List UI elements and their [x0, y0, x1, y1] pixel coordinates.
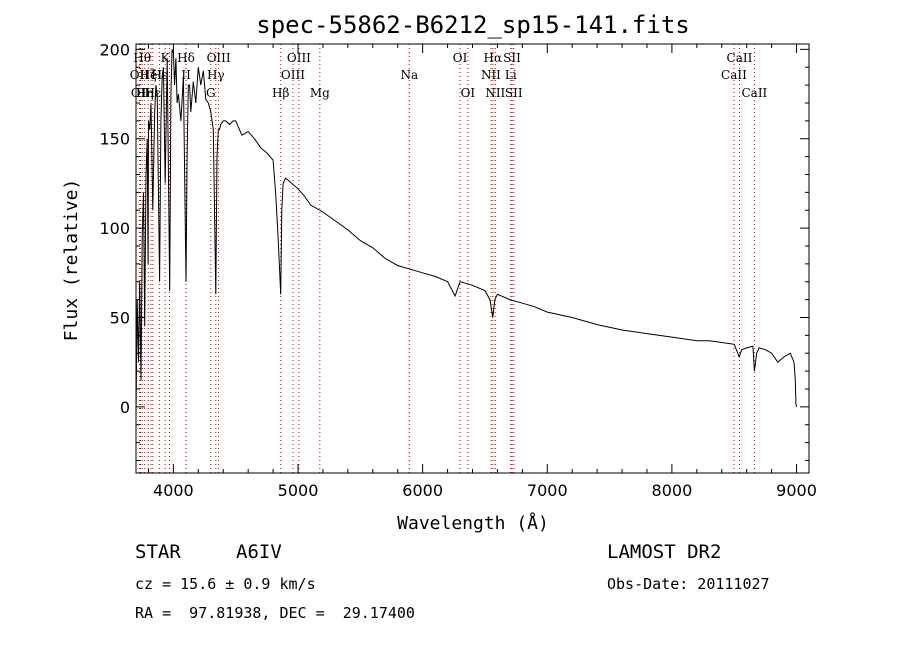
y-axis-label: Flux (relative): [61, 179, 82, 342]
line-label: Hε: [144, 86, 161, 100]
line-label: Hθ: [133, 51, 151, 65]
line-label: Hε: [151, 68, 168, 82]
chart-title: spec-55862-B6212_sp15-141.fits: [256, 11, 689, 39]
line-label: CaII: [727, 51, 753, 65]
y-tick-label: 50: [110, 308, 130, 327]
x-tick-label: 6000: [402, 481, 443, 500]
y-tick-label: 0: [120, 398, 130, 417]
object-class: STAR: [135, 541, 181, 563]
line-label: CaII: [741, 86, 767, 100]
line-label: NII: [485, 86, 505, 100]
x-tick-label: 5000: [278, 481, 319, 500]
line-label: II: [181, 68, 191, 82]
line-label: OII: [130, 68, 150, 82]
line-label: HeI: [140, 68, 163, 82]
line-label: Hζ: [140, 68, 157, 82]
sky-coordinates: RA = 97.81938, DEC = 29.17400: [135, 604, 415, 622]
axis-ticks: 4000 5000 6000 7000 8000 9000 0 50 100 150 200: [99, 40, 816, 500]
x-tick-label: 8000: [652, 481, 693, 500]
plot-frame: [135, 43, 810, 474]
line-label: Na: [400, 68, 418, 82]
x-axis-label: Wavelength (Å): [397, 512, 549, 534]
spectral-subclass: A6IV: [236, 541, 282, 563]
line-label: K: [161, 51, 171, 65]
line-label: OI: [461, 86, 476, 100]
x-tick-label: 7000: [527, 481, 568, 500]
line-label: SII: [505, 86, 523, 100]
line-label: OIII: [207, 51, 231, 65]
line-marker-layer: [138, 44, 755, 473]
line-label: SII: [503, 51, 521, 65]
y-tick-label: 200: [99, 40, 130, 59]
survey-release: LAMOST DR2: [607, 541, 722, 563]
observation-date: Obs-Date: 20111027: [607, 575, 770, 593]
x-tick-label: 9000: [776, 481, 817, 500]
y-tick-label: 100: [99, 219, 130, 238]
line-label: Hδ: [177, 51, 195, 65]
line-label: Li: [505, 68, 517, 82]
line-label: Hα: [484, 51, 503, 65]
line-label: Hβ: [272, 86, 289, 100]
line-label: G: [206, 86, 216, 100]
redshift-value: cz = 15.6 ± 0.9 km/s: [135, 575, 316, 593]
line-label: OI: [453, 51, 468, 65]
line-label: Hη: [136, 86, 154, 100]
line-label: Hγ: [207, 68, 225, 82]
line-label: NII: [481, 68, 501, 82]
line-label: Mg: [310, 86, 330, 100]
line-label: CaII: [721, 68, 747, 82]
spectrum-line: [135, 49, 797, 416]
line-label: OIII: [287, 51, 311, 65]
line-label: OIII: [281, 68, 305, 82]
x-tick-label: 4000: [153, 481, 194, 500]
y-tick-label: 150: [99, 130, 130, 149]
